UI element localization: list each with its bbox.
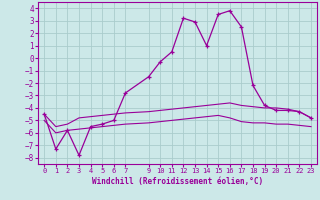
X-axis label: Windchill (Refroidissement éolien,°C): Windchill (Refroidissement éolien,°C) [92, 177, 263, 186]
